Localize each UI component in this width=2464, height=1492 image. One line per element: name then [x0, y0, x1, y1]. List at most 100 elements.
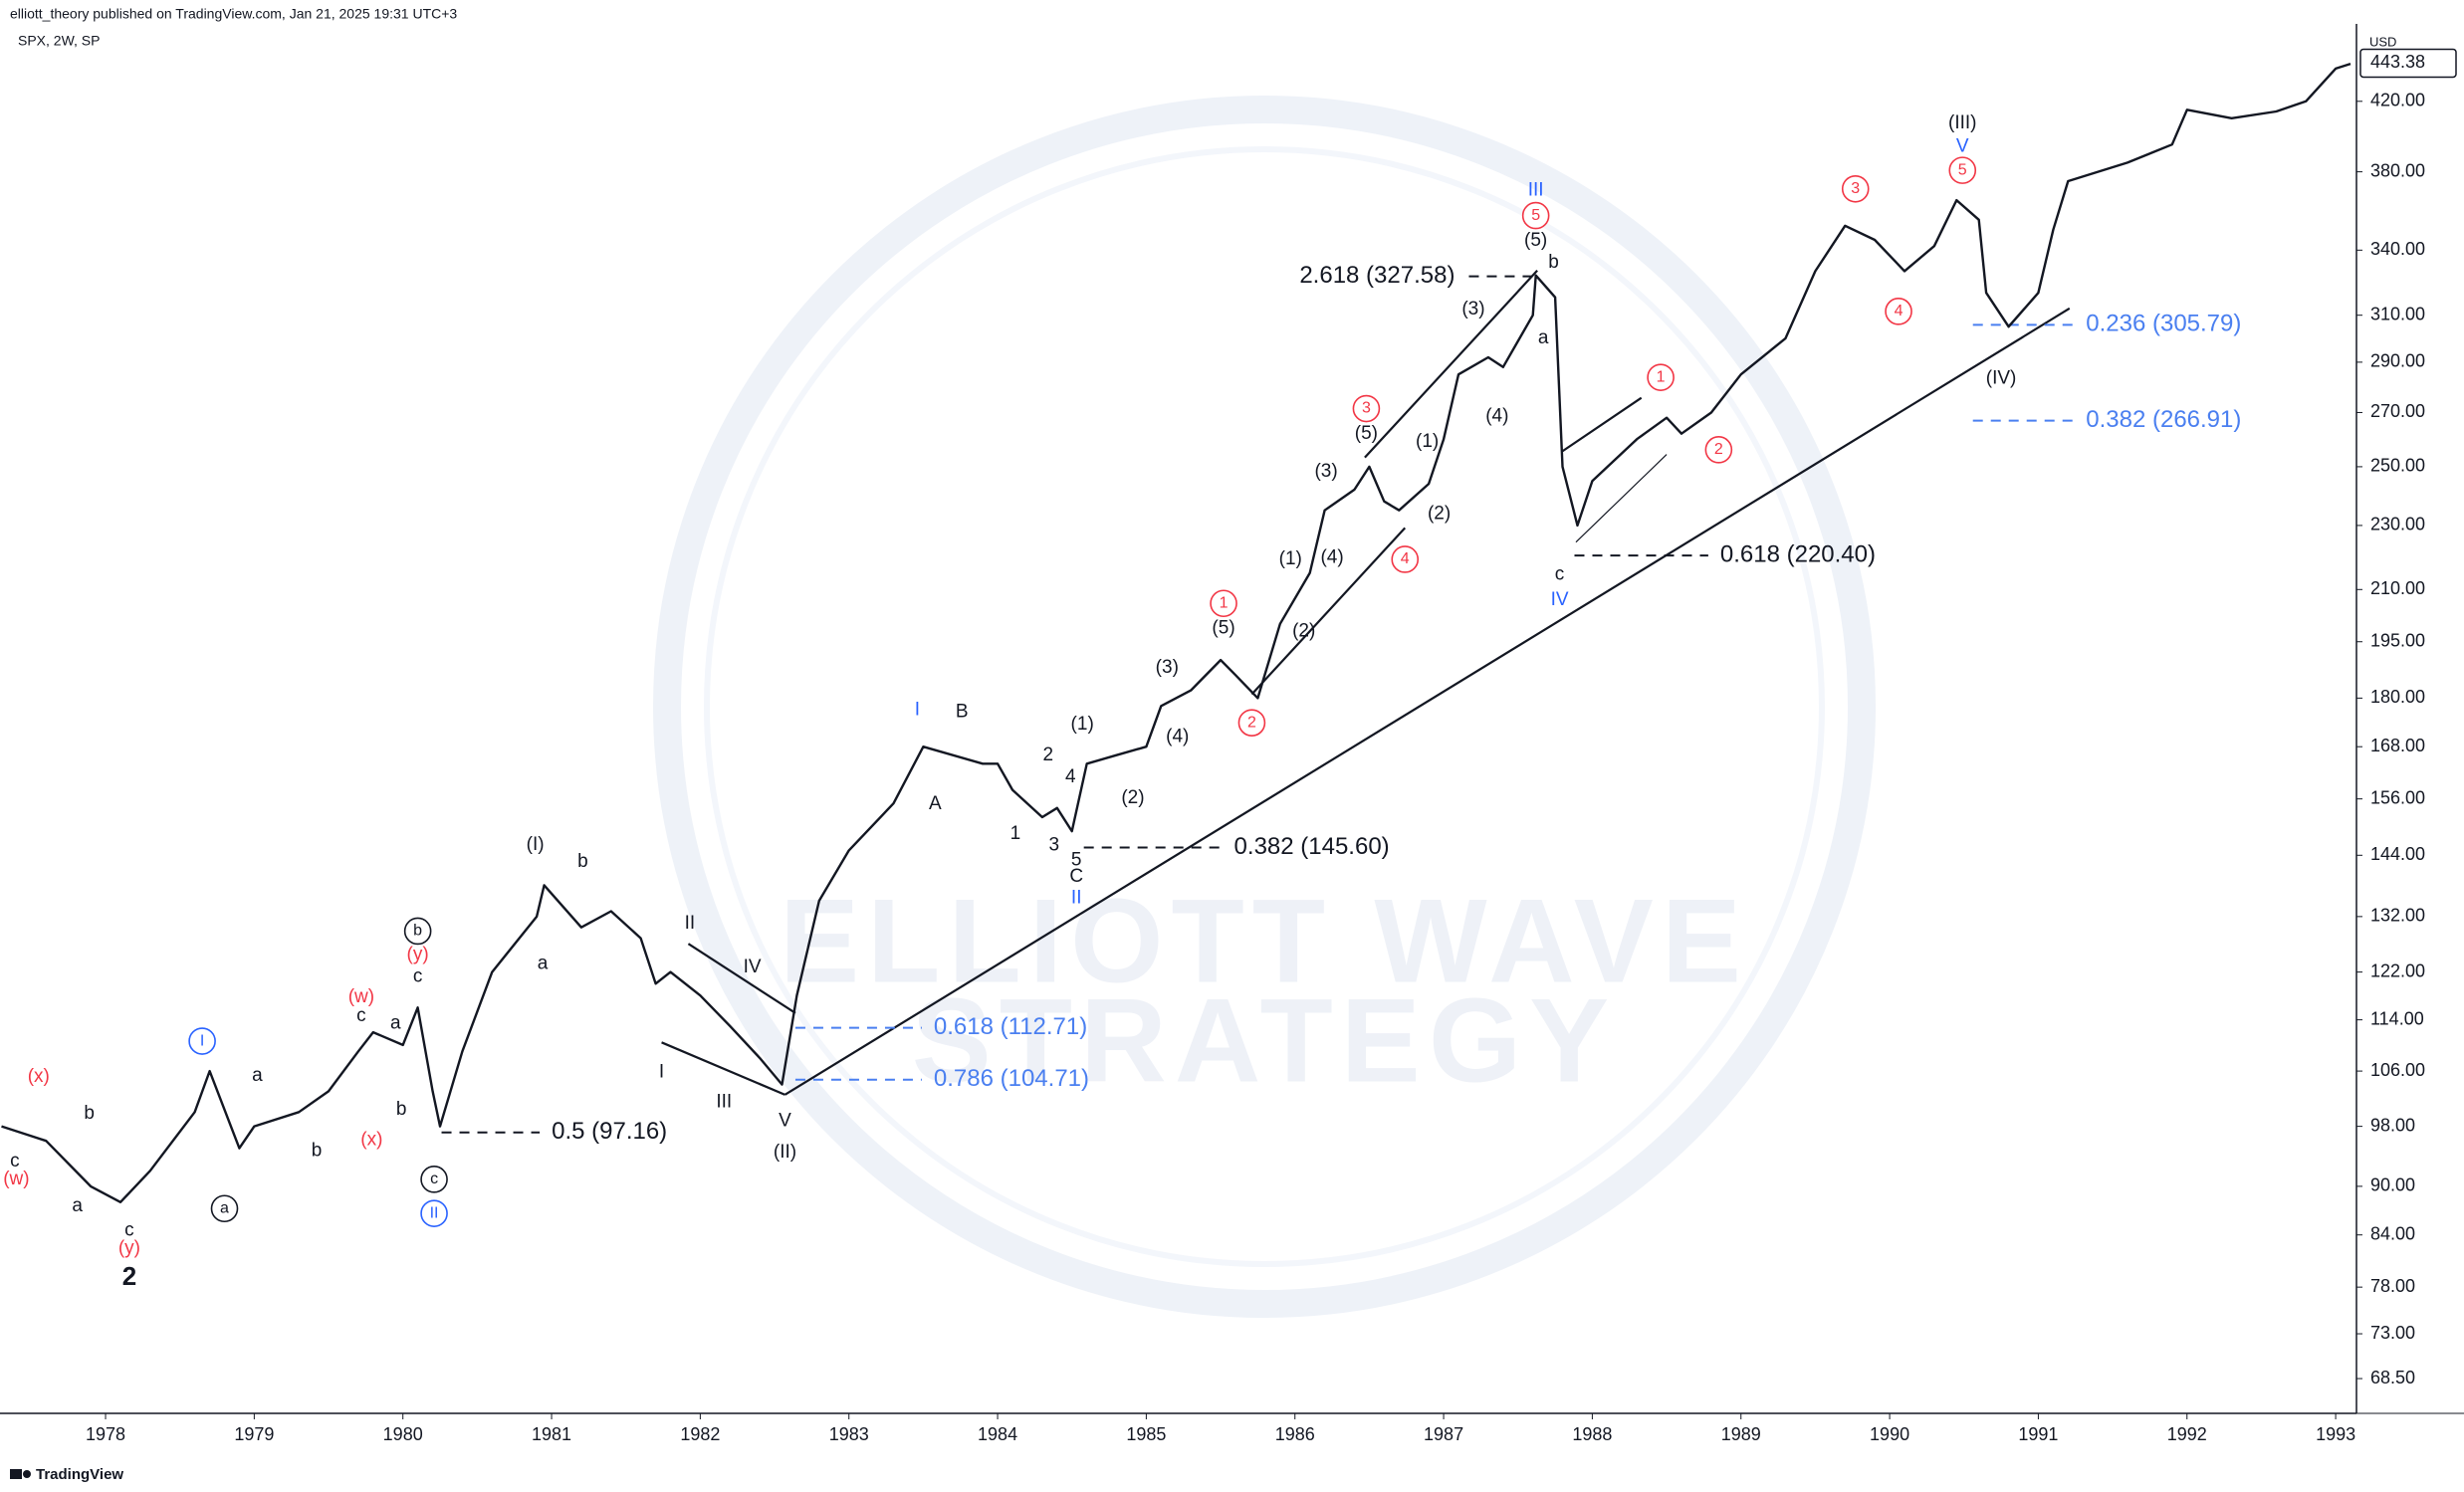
wave-label: IV [1551, 589, 1569, 610]
wave-label: II [685, 913, 696, 934]
x-tick-label: 1987 [1424, 1424, 1463, 1444]
wave-label: (4) [1485, 405, 1508, 426]
wave-label: 4 [1401, 550, 1410, 567]
wave-circle [1237, 709, 1266, 737]
wave-circle [1352, 394, 1381, 423]
wave-label: 2 [1714, 441, 1723, 458]
wave-label: c [1555, 564, 1565, 585]
wave-circle [210, 1194, 239, 1223]
watermark-ring [704, 146, 1825, 1267]
wave-label: (3) [1314, 461, 1337, 482]
x-tick-label: 1992 [2167, 1424, 2207, 1444]
wave-circle [188, 1027, 216, 1055]
x-tick-label: 1986 [1275, 1424, 1315, 1444]
wave-label: III [1528, 179, 1544, 200]
y-tick-label: 210.00 [2370, 578, 2425, 598]
wave-label: (IV) [1986, 368, 2017, 389]
symbol: SPX, 2W, SP [18, 33, 100, 49]
wave-label: c [430, 1171, 438, 1187]
wave-label: a [538, 954, 549, 974]
wave-label: C [1069, 866, 1083, 887]
y-tick-label: 420.00 [2370, 91, 2425, 110]
wave-label: (2) [1121, 787, 1144, 808]
watermark-text: STRATEGY [912, 974, 1617, 1108]
x-tick-label: 1985 [1126, 1424, 1166, 1444]
wave-label: a [390, 1012, 401, 1033]
wave-label: (y) [407, 944, 429, 964]
trendline [687, 943, 796, 1014]
wave-label: (5) [1355, 423, 1378, 444]
wave-label: c [413, 965, 423, 986]
watermark-text: ELLIOTT WAVE [780, 875, 1749, 1008]
wave-label: (x) [360, 1129, 382, 1150]
wave-label: (4) [1166, 727, 1189, 747]
x-tick-label: 1978 [86, 1424, 125, 1444]
wave-label: c [124, 1220, 134, 1241]
fib-label: 0.382 (145.60) [1234, 833, 1390, 860]
wave-label: 3 [1049, 835, 1060, 856]
y-tick-label: 180.00 [2370, 687, 2425, 707]
y-tick-label: 340.00 [2370, 239, 2425, 259]
wave-label: II [430, 1204, 439, 1221]
trendline [1575, 454, 1668, 543]
wave-label: III [716, 1092, 732, 1113]
fib-label: 0.786 (104.71) [934, 1065, 1089, 1092]
wave-label: (w) [348, 986, 374, 1007]
wave-label: b [413, 923, 422, 940]
wave-circle [420, 1199, 448, 1227]
wave-label: V [779, 1111, 791, 1132]
wave-label: 4 [1895, 303, 1904, 320]
y-tick-label: 73.00 [2370, 1323, 2415, 1343]
wave-label: (III) [1948, 112, 1977, 133]
y-tick-label: 98.00 [2370, 1115, 2415, 1135]
wave-label: (3) [1156, 657, 1179, 678]
wave-label: 5 [1531, 207, 1540, 224]
fib-label: 0.5 (97.16) [552, 1118, 667, 1145]
wave-label: b [312, 1141, 323, 1162]
wave-circle [1948, 156, 1977, 184]
wave-label: (1) [1279, 548, 1302, 569]
y-tick-label: 195.00 [2370, 630, 2425, 650]
fib-label: 2.618 (327.58) [1299, 262, 1455, 289]
wave-label: (II) [774, 1142, 796, 1163]
y-tick-label: 250.00 [2370, 456, 2425, 476]
y-tick-label: 380.00 [2370, 160, 2425, 180]
wave-circle [420, 1166, 448, 1193]
publisher: elliott_theory published on TradingView.… [10, 6, 457, 22]
y-tick-label: 230.00 [2370, 515, 2425, 534]
wave-label: I [915, 700, 920, 721]
trendline [1561, 396, 1643, 453]
wave-label: (1) [1416, 431, 1439, 452]
wave-label: 2 [122, 1261, 136, 1291]
price-tag-label: 443.38 [2370, 52, 2425, 72]
wave-label: b [577, 851, 588, 872]
plot: 2.618 (327.58) 0.5 (97.16) 0.618 (112.71) 0… [1, 62, 2352, 1291]
wave-circle [1841, 174, 1870, 203]
x-tick-label: 1991 [2018, 1424, 2058, 1444]
wave-label: (4) [1320, 546, 1343, 567]
y-tick-label: 78.00 [2370, 1276, 2415, 1296]
fib-label: 0.236 (305.79) [2086, 311, 2241, 337]
y-tick-label: 168.00 [2370, 736, 2425, 755]
wave-label: (x) [28, 1066, 50, 1087]
wave-label: a [72, 1195, 83, 1216]
wave-label: 3 [1362, 400, 1371, 417]
wave-label: 2 [1043, 745, 1054, 765]
wave-label: 1 [1220, 594, 1229, 611]
y-tick-label: 122.00 [2370, 960, 2425, 980]
y-tick-label: 90.00 [2370, 1175, 2415, 1195]
y-tick-label: 144.00 [2370, 844, 2425, 864]
price-tag [2359, 48, 2457, 79]
wave-label: 5 [1071, 850, 1082, 871]
currency: USD [2369, 34, 2396, 49]
wave-label: (w) [3, 1169, 29, 1189]
wave-label: I [659, 1061, 664, 1082]
wave-circle [1647, 363, 1675, 391]
wave-label: (1) [1071, 714, 1094, 735]
wave-label: (5) [1524, 230, 1547, 251]
x-tick-label: 1993 [2316, 1424, 2355, 1444]
x-tick-label: 1989 [1721, 1424, 1761, 1444]
wave-label: I [200, 1032, 204, 1049]
